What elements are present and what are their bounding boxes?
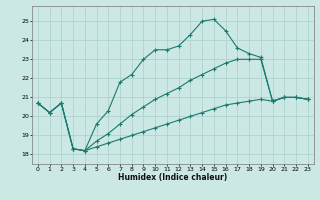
X-axis label: Humidex (Indice chaleur): Humidex (Indice chaleur)	[118, 173, 228, 182]
